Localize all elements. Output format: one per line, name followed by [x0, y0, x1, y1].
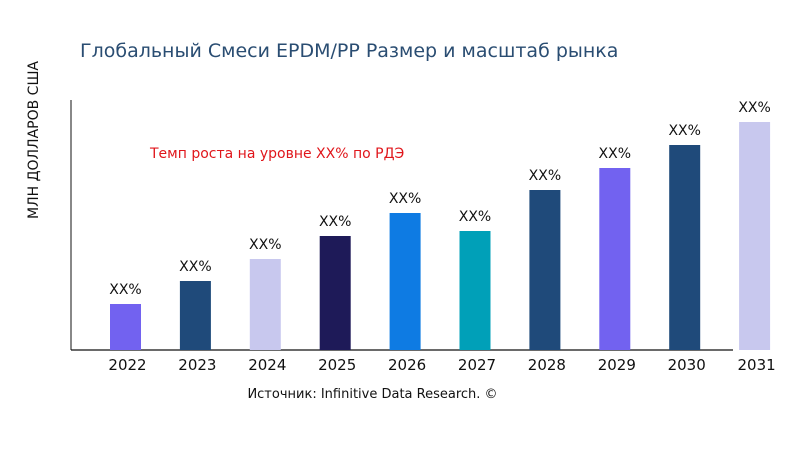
bar-2025 [319, 236, 351, 350]
x-tick-label-2029: 2029 [598, 356, 636, 374]
data-label-2028: XX% [529, 168, 561, 184]
bar-2023 [179, 281, 211, 350]
source-note: Источник: Infinitive Data Research. © [247, 387, 498, 402]
bar-2026 [389, 213, 421, 350]
data-label-2030: XX% [668, 123, 700, 139]
bar-2031 [739, 122, 771, 350]
data-label-2024: XX% [249, 237, 281, 253]
x-tick-label-2025: 2025 [318, 356, 356, 374]
x-tick-label-2022: 2022 [108, 356, 146, 374]
bar-2022 [110, 304, 141, 350]
growth-annotation: Темп роста на уровне XX% по РДЭ [150, 146, 405, 162]
data-label-2025: XX% [319, 214, 351, 230]
bar-2030 [669, 145, 701, 350]
x-tick-label-2030: 2030 [668, 356, 706, 374]
data-label-2029: XX% [599, 146, 631, 162]
data-label-2031: XX% [738, 100, 770, 116]
x-tick-label-2023: 2023 [178, 356, 216, 374]
bar-2029 [599, 168, 631, 350]
bar-2028 [529, 190, 561, 350]
data-label-2023: XX% [179, 259, 211, 275]
bar-2024 [249, 259, 281, 350]
x-tick-label-2024: 2024 [248, 356, 286, 374]
data-label-2026: XX% [389, 191, 421, 207]
data-label-2027: XX% [459, 209, 491, 225]
x-tick-label-2028: 2028 [528, 356, 566, 374]
x-tick-label-2026: 2026 [388, 356, 426, 374]
x-tick-label-2031: 2031 [738, 356, 776, 374]
x-tick-label-2027: 2027 [458, 356, 496, 374]
data-label-2022: XX% [109, 282, 141, 298]
chart-title: Глобальный Смеси EPDM/PP Размер и масшта… [80, 40, 619, 62]
bar-2027 [459, 231, 491, 350]
